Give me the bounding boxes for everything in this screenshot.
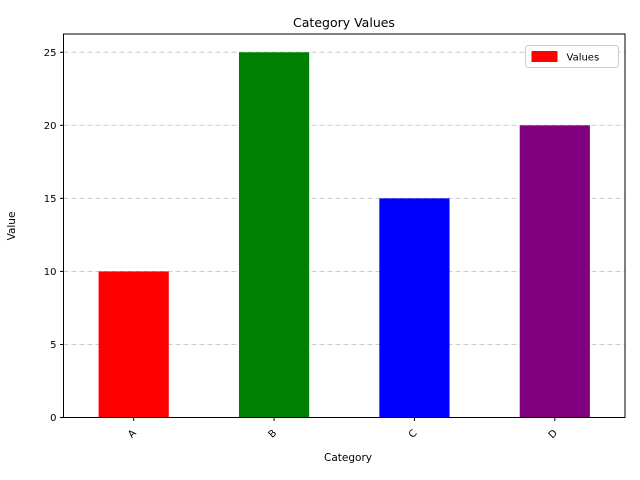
- x-tick-label-B: B: [267, 428, 280, 441]
- y-tick-label-15: 15: [44, 194, 57, 205]
- y-axis-label: Value: [6, 212, 18, 241]
- y-tick-label-20: 20: [44, 121, 57, 132]
- bar-C: [379, 198, 450, 418]
- legend-swatch-values: [531, 51, 558, 62]
- chart-title: Category Values: [293, 15, 395, 30]
- y-tick-label-5: 5: [50, 340, 56, 351]
- bar-layer: [98, 52, 590, 418]
- y-tick-label-0: 0: [50, 413, 56, 424]
- x-tick-label-C: C: [407, 428, 420, 441]
- bar-D: [519, 125, 590, 418]
- bar-B: [238, 52, 310, 418]
- y-tick-label-10: 10: [44, 267, 57, 278]
- axes-frame: [63, 33, 626, 418]
- y-tick-label-25: 25: [44, 48, 57, 59]
- legend: Values: [525, 45, 619, 68]
- bar-A: [98, 271, 169, 418]
- x-axis-label: Category: [324, 452, 372, 464]
- x-tick-label-D: D: [547, 428, 560, 441]
- legend-label-values: Values: [567, 53, 600, 64]
- x-tick-label-A: A: [126, 428, 139, 441]
